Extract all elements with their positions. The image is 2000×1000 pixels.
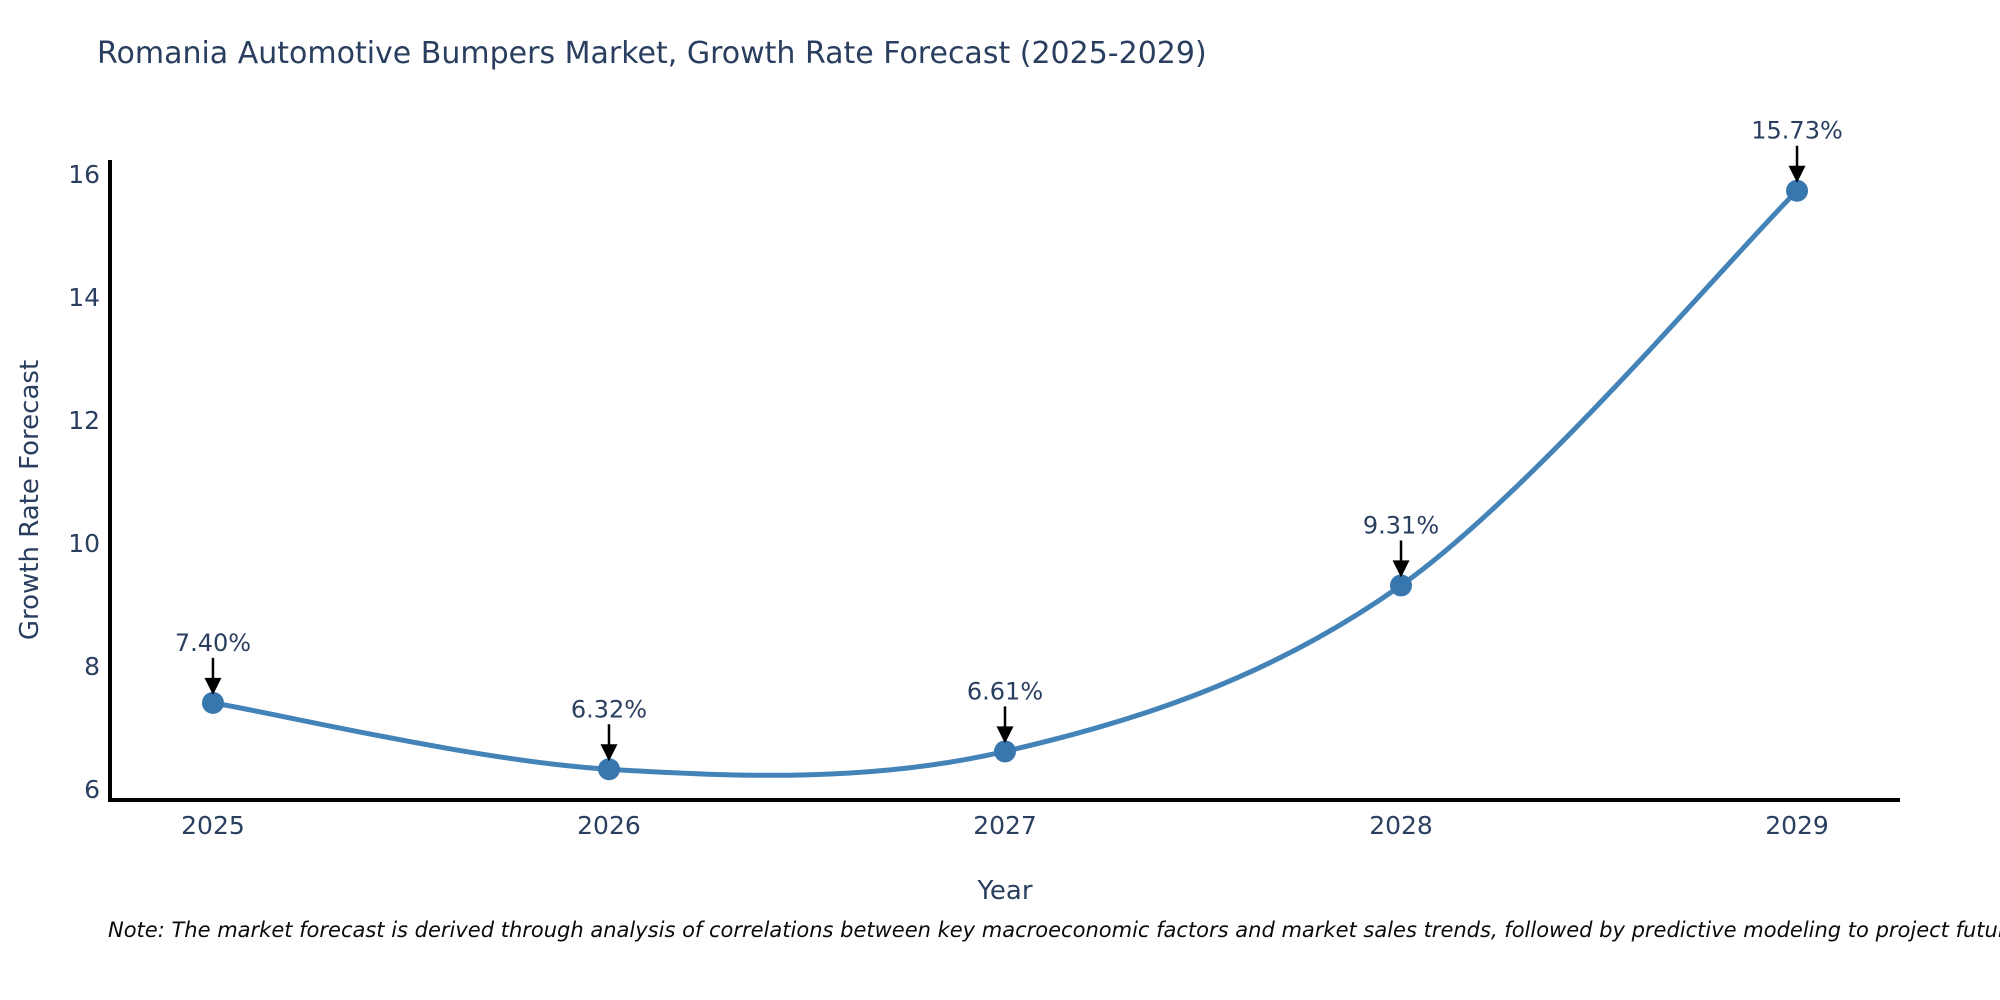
y-tick-label: 10	[68, 529, 100, 558]
x-tick-label: 2026	[577, 811, 641, 840]
data-point-marker	[201, 691, 224, 714]
data-point-marker	[994, 740, 1016, 763]
y-tick-label: 8	[84, 652, 100, 681]
x-tick-label: 2025	[181, 811, 245, 840]
point-value-label: 9.31%	[1363, 511, 1439, 539]
x-axis-title: Year	[977, 876, 1033, 906]
chart-title: Romania Automotive Bumpers Market, Growt…	[97, 36, 1207, 71]
y-tick-label: 14	[68, 283, 100, 312]
data-point-marker	[597, 758, 620, 781]
x-tick-label: 2027	[973, 811, 1037, 840]
annotation-arrowhead-icon	[1392, 560, 1410, 578]
y-axis-title: Growth Rate Forecast	[15, 359, 45, 641]
point-value-label: 15.73%	[1751, 117, 1843, 145]
annotation-arrowhead-icon	[204, 677, 222, 695]
annotation-arrowhead-icon	[1788, 165, 1806, 183]
series-line	[210, 188, 1800, 778]
y-tick-label: 6	[84, 775, 100, 804]
annotation-arrowhead-icon	[996, 726, 1014, 744]
point-value-label: 6.32%	[571, 695, 647, 723]
point-value-label: 7.40%	[175, 629, 251, 657]
y-tick-label: 16	[68, 160, 100, 189]
data-point-marker	[1786, 179, 1809, 202]
point-value-label: 6.61%	[967, 677, 1043, 705]
x-tick-label: 2028	[1369, 811, 1433, 840]
annotation-arrowhead-icon	[600, 744, 618, 762]
data-point-marker	[1390, 574, 1413, 597]
x-tick-label: 2029	[1765, 811, 1829, 840]
y-tick-label: 12	[68, 406, 100, 435]
methodology-note: Note: The market forecast is derived thr…	[108, 918, 2000, 942]
